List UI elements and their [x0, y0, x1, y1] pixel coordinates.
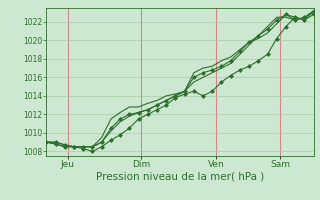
- X-axis label: Pression niveau de la mer( hPa ): Pression niveau de la mer( hPa ): [96, 172, 264, 182]
